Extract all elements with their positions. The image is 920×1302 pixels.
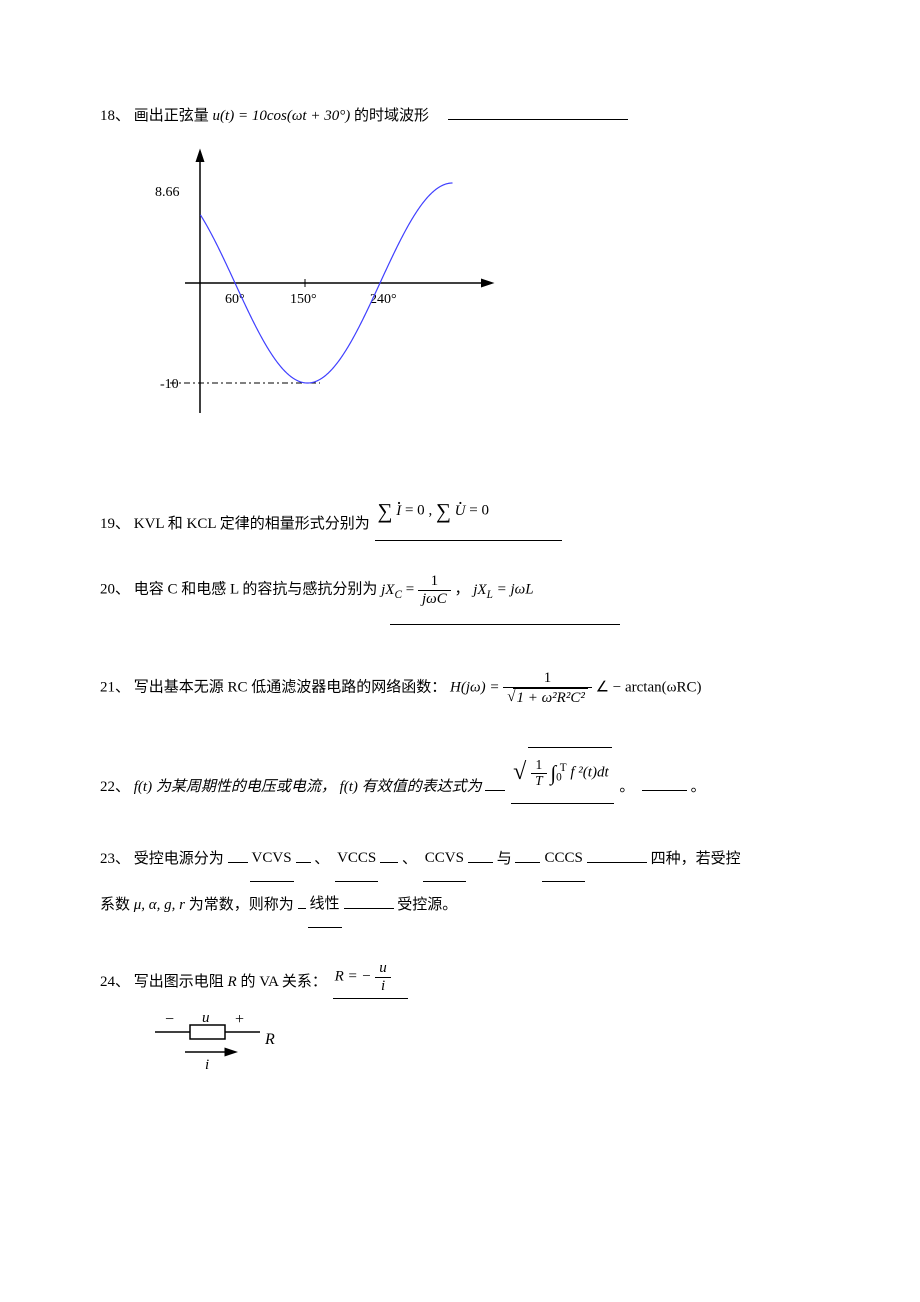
- q23-prefix: 受控电源分为: [134, 851, 224, 867]
- q18-number: 18、: [100, 108, 130, 124]
- svg-text:R: R: [264, 1031, 275, 1048]
- q21-angle: ∠ − arctan(ωRC): [596, 680, 702, 696]
- q20-text: 电容 C 和电感 L 的容抗与感抗分别为: [134, 582, 381, 598]
- svg-text:8.66: 8.66: [155, 185, 180, 200]
- q20-lhs2: jXL: [473, 582, 496, 598]
- q22-number: 22、: [100, 779, 130, 795]
- q22-mid: f(t) 有效值的表达式为: [340, 779, 482, 795]
- q18-suffix: 的时域波形: [354, 108, 429, 124]
- q19-text: KVL 和 KCL 定律的相量形式分别为: [134, 516, 370, 532]
- svg-text:150°: 150°: [290, 292, 317, 307]
- q18-formula: u(t) = 10cos(ωt + 30°): [213, 108, 354, 124]
- q23-ans3: CCVS: [423, 836, 466, 882]
- question-23: 23、 受控电源分为 VCVS 、 VCCS 、 CCVS 与 CCCS 四种，…: [100, 836, 820, 928]
- question-21: 21、 写出基本无源 RC 低通滤波器电路的网络函数： H(jω) = 1 √1…: [100, 670, 820, 706]
- q19-number: 19、: [100, 516, 130, 532]
- q20-eq2: = jωL: [497, 582, 534, 598]
- q20-underline: [390, 609, 620, 625]
- q24-text: 写出图示电阻 R 的 VA 关系：: [134, 974, 327, 990]
- q23-ans1: VCVS: [250, 836, 294, 882]
- q23-line2-mid: 为常数，则称为: [189, 897, 294, 913]
- q21-frac: 1 √1 + ω²R²C²: [503, 670, 592, 706]
- q22-period: 。: [691, 779, 706, 795]
- page: 18、 画出正弦量 u(t) = 10cos(ωt + 30°) 的时域波形 8…: [0, 0, 920, 1302]
- q18-blank[interactable]: [448, 104, 628, 120]
- svg-text:240°: 240°: [370, 292, 397, 307]
- q19-eq2: = 0: [469, 503, 489, 519]
- q23-line2-prefix: 系数: [100, 897, 134, 913]
- q23-number: 23、: [100, 851, 130, 867]
- q21-sqrt: √1 + ω²R²C²: [507, 688, 588, 707]
- q20-frac1: 1 jωC: [418, 573, 451, 607]
- q20-number: 20、: [100, 582, 130, 598]
- q20-eq1: =: [406, 582, 418, 598]
- q23-ans2: VCCS: [335, 836, 378, 882]
- q18-svg: 8.66 -10 60° 150° 240°: [120, 143, 500, 443]
- q24-answer: R = − u i: [333, 960, 408, 999]
- q19-answer: ∑ I = 0 , ∑ U = 0: [375, 488, 562, 541]
- svg-text:−: −: [165, 1011, 174, 1028]
- q20-lhs1: jXC: [381, 582, 406, 598]
- svg-text:+: +: [235, 1011, 244, 1028]
- q23-params: μ, α, g, r: [134, 897, 185, 913]
- question-24: 24、 写出图示电阻 R 的 VA 关系： R = − u i − + u Ri: [100, 960, 820, 1092]
- q19-var2: U: [455, 495, 466, 528]
- q22-blank-pre: [485, 775, 505, 791]
- q24-circuit-svg: − + u Ri: [140, 1009, 300, 1079]
- q20-sep: ，: [454, 582, 473, 598]
- q21-lhs: H(jω) =: [450, 680, 503, 696]
- q19-sum2: ∑: [436, 499, 451, 523]
- q22-suffix: 。: [619, 779, 634, 795]
- question-19: 19、 KVL 和 KCL 定律的相量形式分别为 ∑ I = 0 , ∑ U =…: [100, 488, 820, 541]
- q21-text: 写出基本无源 RC 低通滤波器电路的网络函数：: [134, 680, 447, 696]
- question-18: 18、 画出正弦量 u(t) = 10cos(ωt + 30°) 的时域波形 8…: [100, 100, 820, 456]
- svg-text:-10: -10: [160, 377, 179, 392]
- question-22: 22、 f(t) 为某周期性的电压或电流， f(t) 有效值的表达式为 √ 1 …: [100, 746, 820, 804]
- q22-prefix: f(t) 为某周期性的电压或电流，: [134, 779, 336, 795]
- q22-answer: √ 1 T ∫0T f ²(t)dt: [511, 746, 613, 804]
- q23-midtext: 四种，若受控: [651, 851, 741, 867]
- q21-number: 21、: [100, 680, 130, 696]
- q23-ans4: CCCS: [542, 836, 584, 882]
- q24-number: 24、: [100, 974, 130, 990]
- q18-prefix: 画出正弦量: [134, 108, 209, 124]
- svg-text:u: u: [202, 1010, 210, 1026]
- q23-line2-suffix: 受控源。: [397, 897, 457, 913]
- q18-chart: 8.66 -10 60° 150° 240°: [120, 143, 820, 456]
- q24-circuit: − + u Ri: [140, 1009, 820, 1092]
- q19-sum1: ∑: [377, 499, 392, 523]
- svg-text:i: i: [205, 1057, 209, 1073]
- q19-var1: I: [396, 495, 401, 528]
- q22-sqrt: √ 1 T ∫0T f ²(t)dt: [513, 746, 611, 799]
- question-20: 20、 电容 C 和电感 L 的容抗与感抗分别为 jXC = 1 jωC ， j…: [100, 573, 820, 638]
- svg-text:60°: 60°: [225, 292, 245, 307]
- q22-blank-post[interactable]: [642, 775, 687, 791]
- q23-ans5: 线性: [308, 882, 342, 928]
- q19-sep: ,: [428, 503, 436, 519]
- q19-eq1: = 0: [405, 503, 425, 519]
